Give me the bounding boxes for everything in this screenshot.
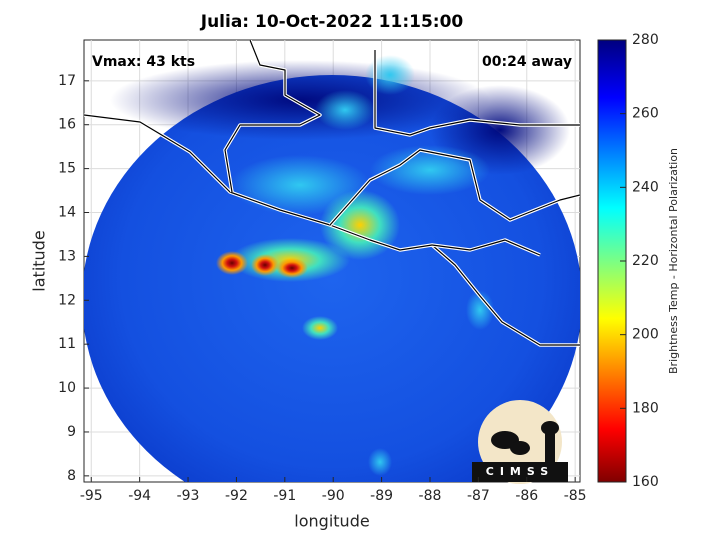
y-tick-label: 13 xyxy=(58,248,76,264)
x-axis-label: longitude xyxy=(294,512,369,531)
swath-image xyxy=(84,40,580,482)
y-tick-label: 17 xyxy=(58,73,76,89)
y-tick-label: 10 xyxy=(58,380,76,396)
colorbar-tick-label: 240 xyxy=(632,179,659,195)
time-label: 00:24 away xyxy=(482,54,572,70)
y-tick-label: 9 xyxy=(67,424,76,440)
x-tick-label: -90 xyxy=(322,488,345,504)
x-tick-label: -94 xyxy=(128,488,151,504)
x-tick-label: -95 xyxy=(80,488,103,504)
y-tick-label: 14 xyxy=(58,204,76,220)
logo-text: CIMSS xyxy=(486,465,554,478)
x-tick-label: -93 xyxy=(177,488,200,504)
x-tick-label: -89 xyxy=(370,488,393,504)
colorbar-tick-label: 200 xyxy=(632,327,659,343)
colorbar-tick-label: 180 xyxy=(632,400,659,416)
y-tick-label: 8 xyxy=(67,468,76,484)
colorbar-tick-label: 220 xyxy=(632,253,659,269)
cimss-logo: CIMSS xyxy=(472,400,568,484)
x-tick-label: -87 xyxy=(467,488,490,504)
y-tick-label: 16 xyxy=(58,117,76,133)
x-tick-label: -86 xyxy=(515,488,538,504)
y-tick-label: 11 xyxy=(58,336,76,352)
colorbar-tick-label: 160 xyxy=(632,474,659,490)
chart-title: Julia: 10-Oct-2022 11:15:00 xyxy=(200,12,464,32)
vmax-label: Vmax: 43 kts xyxy=(92,54,195,70)
colorbar-label: Brightness Temp - Horizontal Polarizatio… xyxy=(667,148,680,374)
x-tick-label: -92 xyxy=(225,488,248,504)
x-tick-label: -91 xyxy=(273,488,296,504)
y-tick-label: 12 xyxy=(58,292,76,308)
x-tick-label: -88 xyxy=(419,488,442,504)
y-tick-label: 15 xyxy=(58,161,76,177)
colorbar-tick-label: 260 xyxy=(632,106,659,122)
x-tick-label: -85 xyxy=(564,488,587,504)
colorbar-tick-label: 280 xyxy=(632,32,659,48)
y-axis-label: latitude xyxy=(30,230,49,291)
